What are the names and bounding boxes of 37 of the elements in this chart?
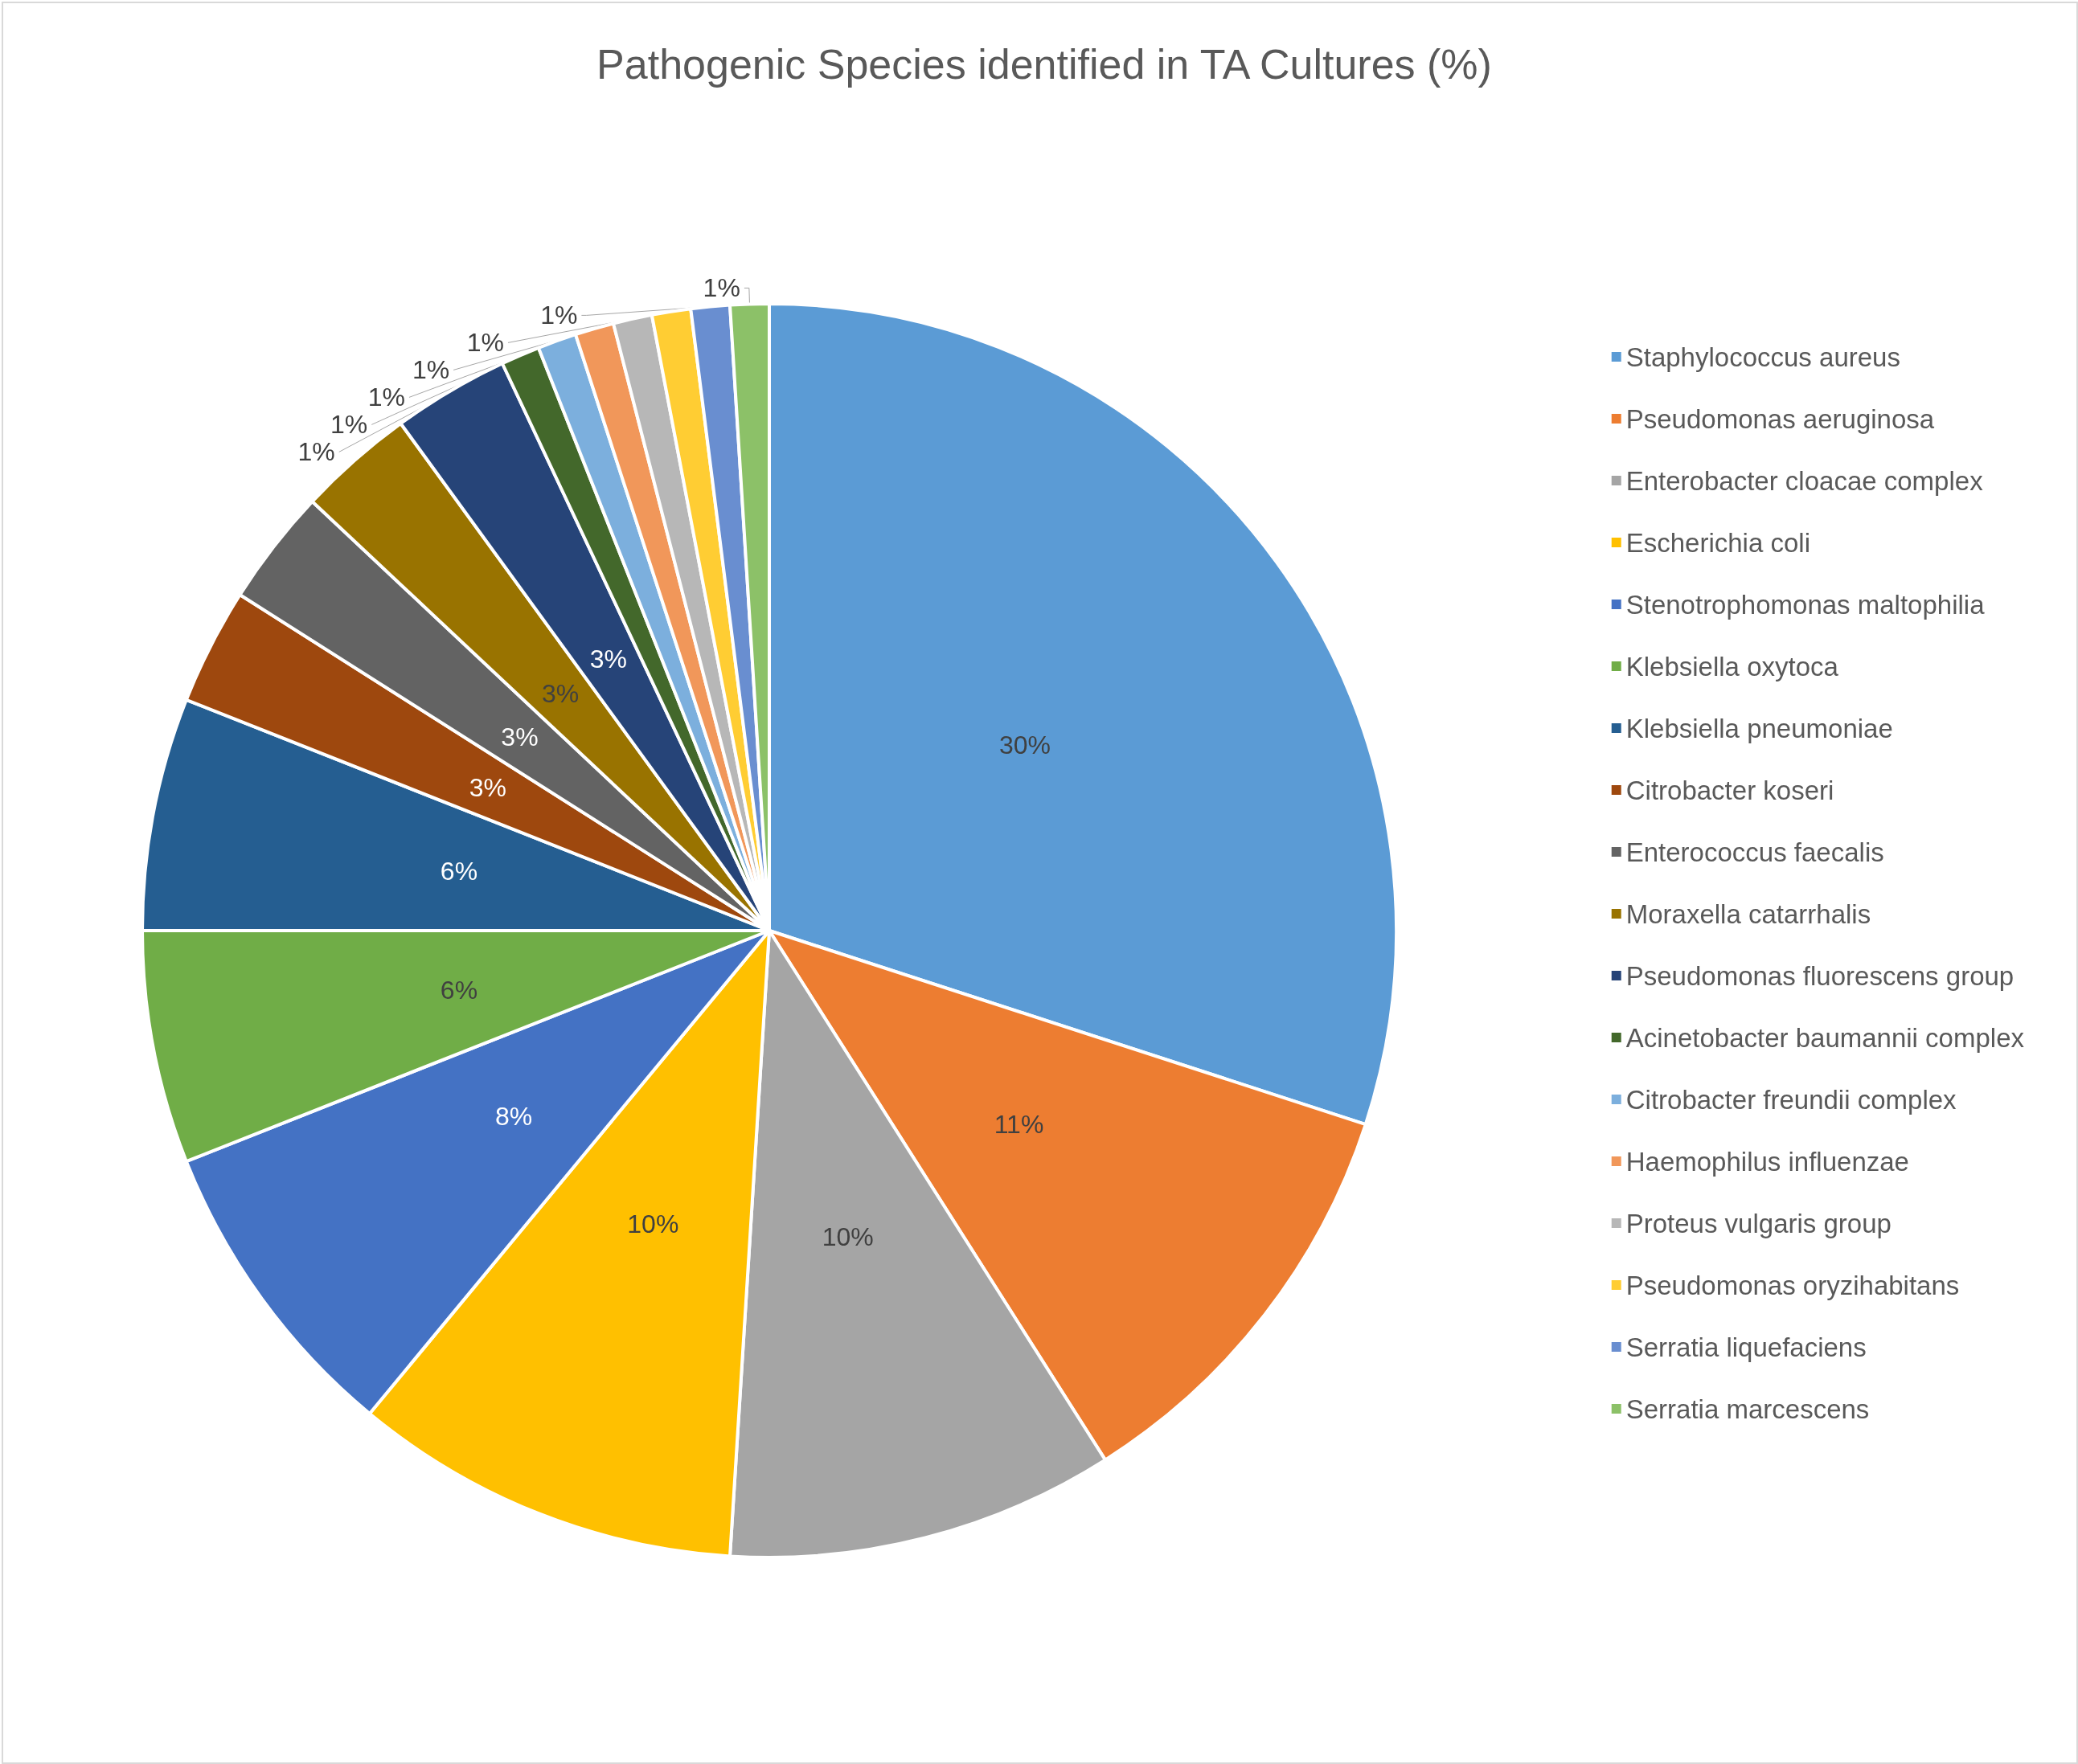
data-label: 6% (440, 975, 478, 1005)
legend-label: Klebsiella pneumoniae (1625, 713, 1893, 743)
data-label: 8% (494, 1102, 533, 1131)
data-label: 10% (822, 1222, 874, 1251)
data-label: 3% (541, 679, 580, 709)
data-label: 1% (330, 410, 368, 440)
legend-label: Escherichia coli (1625, 527, 1810, 558)
data-label: 1% (703, 273, 740, 303)
data-label: 1% (540, 301, 578, 330)
legend-label: Pseudomonas aeruginosa (1625, 403, 1935, 434)
legend-label: Enterococcus faecalis (1625, 837, 1884, 867)
data-label: 3% (589, 644, 628, 673)
legend-label: Serratia marcescens (1625, 1394, 1870, 1424)
legend-label: Proteus vulgaris group (1625, 1208, 1892, 1238)
legend-label: Acinetobacter baumannii complex (1625, 1022, 2025, 1053)
data-label: 11% (994, 1109, 1044, 1139)
legend-label: Staphylococcus aureus (1625, 342, 1900, 372)
data-label: 6% (440, 857, 478, 886)
data-label: 3% (501, 722, 539, 752)
data-label: 3% (469, 772, 506, 802)
legend-label: Haemophilus influenzae (1625, 1146, 1909, 1177)
data-label: 1% (367, 383, 405, 412)
data-label: 1% (412, 355, 450, 385)
data-label: 1% (297, 437, 335, 467)
data-label: 10% (627, 1209, 679, 1239)
legend-label: Klebsiella oxytoca (1625, 651, 1839, 681)
chart-title: Pathogenic Species identified in TA Cultures (%) (596, 41, 1492, 88)
legend-label: Pseudomonas fluorescens group (1625, 960, 2014, 991)
legend-label: Enterobacter cloacae complex (1625, 465, 1984, 496)
legend-label: Citrobacter koseri (1625, 775, 1834, 805)
legend-label: Citrobacter freundii complex (1625, 1084, 1957, 1115)
legend-label: Moraxella catarrhalis (1625, 898, 1871, 929)
legend-label: Serratia liquefaciens (1625, 1332, 1867, 1362)
data-label: 1% (466, 328, 504, 358)
legend-label: Pseudomonas oryzihabitans (1625, 1270, 1960, 1300)
legend-label: Stenotrophomonas maltophilia (1625, 589, 1986, 620)
data-label: 30% (998, 731, 1051, 759)
